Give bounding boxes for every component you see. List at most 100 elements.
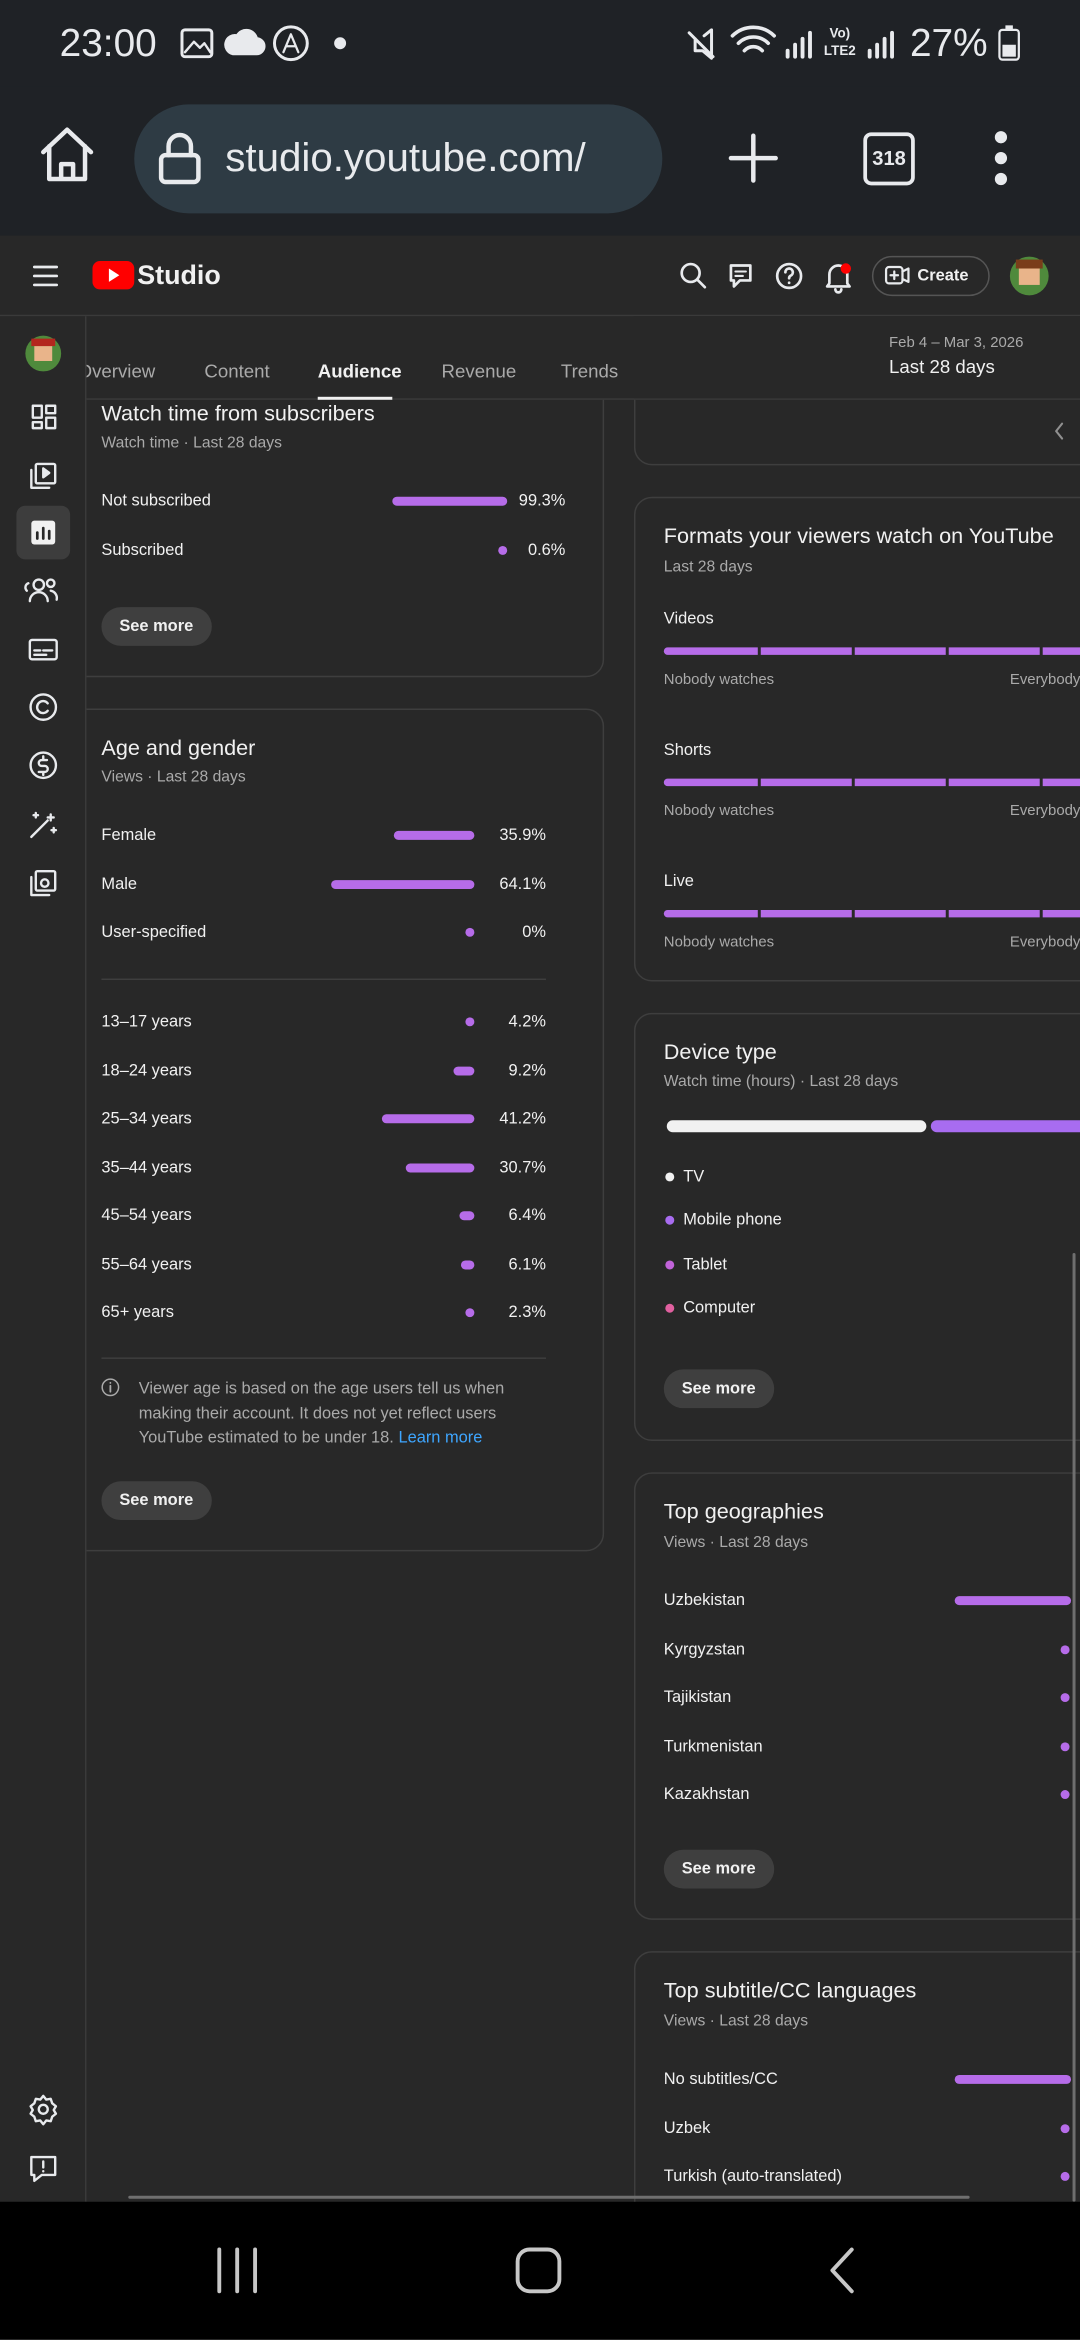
row-value: 2.3% xyxy=(508,1303,546,1322)
row-value: 0.6% xyxy=(527,541,566,560)
bar-gap xyxy=(945,777,949,788)
device-card xyxy=(633,1012,1080,1441)
card-subtitle: Watch time · Last 28 days xyxy=(101,434,282,452)
bar-gap xyxy=(1039,777,1043,788)
row-label: No subtitles/CC xyxy=(663,2070,778,2089)
device-bar-segment xyxy=(930,1120,1080,1133)
row-value: 6.1% xyxy=(508,1255,546,1274)
legend-dot xyxy=(665,1259,675,1269)
scale-min: Nobody watches xyxy=(663,672,775,689)
row-label: 13–17 years xyxy=(101,1012,192,1031)
legend-label: TV xyxy=(683,1168,705,1186)
scale-min: Nobody watches xyxy=(663,803,775,820)
bar xyxy=(498,545,508,555)
row-value: 35.9% xyxy=(499,826,546,845)
bar-gap xyxy=(945,908,949,919)
card-title: Age and gender xyxy=(101,736,256,761)
row-value: 30.7% xyxy=(499,1158,546,1177)
scale-min: Nobody watches xyxy=(663,934,775,951)
row-label: 45–54 years xyxy=(101,1206,192,1225)
row-label: Turkmenistan xyxy=(663,1737,763,1755)
see-more-button[interactable]: See more xyxy=(663,1849,774,1889)
nav-icons xyxy=(217,2247,854,2294)
row-value: 64.1% xyxy=(499,875,546,894)
scale-max: Everybody xyxy=(1009,803,1080,820)
row-label: Subscribed xyxy=(101,541,184,560)
card-subtitle: Views · Last 28 days xyxy=(663,1533,809,1552)
format-bar xyxy=(663,647,1080,655)
row-label: Not subscribed xyxy=(101,492,211,511)
browser-icons xyxy=(41,127,1008,186)
bar xyxy=(954,2074,1072,2084)
bar xyxy=(460,1259,475,1269)
learn-more-link[interactable]: Learn more xyxy=(398,1429,483,1447)
row-label: 65+ years xyxy=(101,1303,174,1322)
device-bar-segment xyxy=(666,1120,927,1133)
bar xyxy=(382,1114,475,1124)
bar xyxy=(1060,1693,1070,1703)
see-more-button[interactable]: See more xyxy=(101,1481,212,1521)
legend-label: Mobile phone xyxy=(683,1211,782,1230)
divider xyxy=(101,1357,546,1359)
card-title: Watch time from subscribers xyxy=(101,402,375,427)
note-text: Viewer age is based on the age users tel… xyxy=(138,1379,505,1447)
row-label: Female xyxy=(101,826,157,845)
divider xyxy=(101,978,546,981)
row-label: 55–64 years xyxy=(101,1255,192,1274)
bar xyxy=(465,928,475,938)
bar xyxy=(1060,2171,1070,2181)
bar-gap xyxy=(945,645,949,657)
header-icons xyxy=(32,255,1049,297)
bar xyxy=(453,1065,475,1075)
format-bar xyxy=(663,778,1080,787)
legend-label: Tablet xyxy=(683,1255,727,1274)
row-value: 6.4% xyxy=(508,1206,546,1225)
see-more-button[interactable]: See more xyxy=(101,607,212,646)
legend-dot xyxy=(665,1216,675,1226)
row-label: Tajikistan xyxy=(663,1688,732,1707)
legend-dot xyxy=(665,1172,675,1182)
bar-gap xyxy=(1039,645,1043,657)
format-label: Videos xyxy=(663,610,714,629)
card-subtitle: Watch time (hours) · Last 28 days xyxy=(663,1072,899,1091)
row-label: Uzbekistan xyxy=(663,1591,745,1610)
row-label: 18–24 years xyxy=(101,1061,192,1080)
bar xyxy=(330,879,475,889)
formats-card xyxy=(633,496,1080,982)
format-bar xyxy=(663,909,1080,918)
bar xyxy=(954,1596,1072,1606)
row-label: Uzbek xyxy=(663,2118,711,2137)
row-label: 25–34 years xyxy=(101,1109,192,1128)
row-label: 35–44 years xyxy=(101,1158,192,1177)
legend-dot xyxy=(665,1303,675,1313)
row-value: 9.2% xyxy=(508,1061,546,1080)
row-label: Kazakhstan xyxy=(663,1785,750,1804)
status-icons xyxy=(180,25,1020,62)
bar-gap xyxy=(757,645,761,657)
bar xyxy=(1060,2123,1070,2133)
bar-gap xyxy=(757,908,761,919)
card-subtitle: Last 28 days xyxy=(663,557,753,576)
card-title: Top subtitle/CC languages xyxy=(663,1979,917,2004)
bar xyxy=(1060,1741,1070,1751)
row-label: Kyrgyzstan xyxy=(663,1640,745,1659)
bar-gap xyxy=(757,777,761,788)
see-more-button[interactable]: See more xyxy=(663,1369,774,1409)
bar xyxy=(1060,1790,1070,1800)
card-decor xyxy=(101,422,1064,1397)
row-label: Turkish (auto-translated) xyxy=(663,2167,842,2186)
bar-gap xyxy=(851,908,855,919)
format-label: Shorts xyxy=(663,741,712,760)
age-note: Viewer age is based on the age users tel… xyxy=(139,1377,557,1451)
row-value: 99.3% xyxy=(518,492,566,511)
row-value: 4.2% xyxy=(508,1012,546,1031)
bar xyxy=(460,1211,475,1221)
card-subtitle: Views · Last 28 days xyxy=(663,2012,809,2031)
row-label: Male xyxy=(101,875,138,894)
bar xyxy=(392,496,508,506)
bar xyxy=(465,1308,475,1318)
scale-max: Everybody xyxy=(1009,934,1080,951)
